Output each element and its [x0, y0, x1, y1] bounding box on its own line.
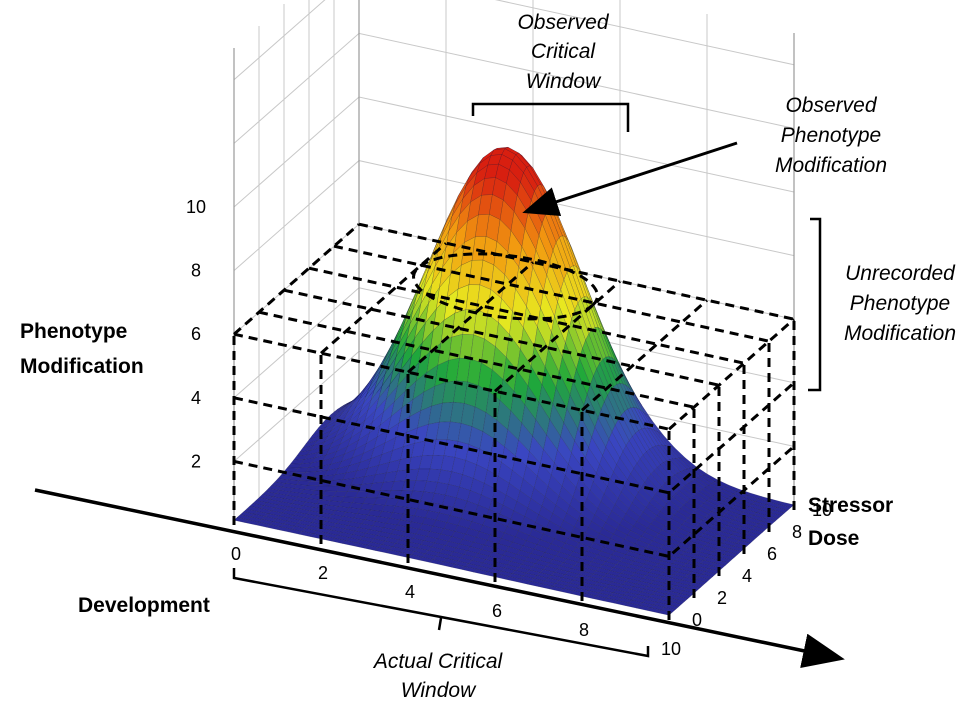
box-top-line-x	[581, 299, 708, 412]
surface-cell	[723, 551, 739, 558]
y-axis-title: Stressor	[808, 494, 893, 517]
observed-window-label: Observed	[517, 11, 609, 34]
surface-cell	[748, 529, 764, 536]
actual-window-label-2: Window	[401, 679, 477, 702]
x-tick-label: 2	[318, 563, 328, 583]
surface-cell	[773, 507, 789, 514]
z-tick-label: 10	[186, 197, 206, 217]
surface-cell	[776, 504, 792, 511]
observed-modification-arrow	[522, 141, 738, 216]
box-level-line	[233, 445, 795, 559]
y-tick-label: 6	[767, 544, 777, 564]
z-tick-label: 6	[191, 324, 201, 344]
observed-window-bracket	[471, 102, 630, 132]
surface-cell	[751, 526, 767, 533]
z-tick-label: 2	[191, 451, 201, 471]
observed-modification-label-3: Modification	[775, 154, 887, 177]
y-tick-label: 8	[792, 522, 802, 542]
phenotype-surface	[233, 146, 795, 616]
unrecorded-modification-label-2: Phenotype	[850, 292, 950, 315]
surface-cell	[663, 604, 679, 610]
z-axis-title: Phenotype	[20, 320, 127, 343]
actual-window-bracket	[232, 568, 650, 658]
box-top-line-x	[494, 280, 621, 393]
wall-horizontal-gridline	[233, 0, 795, 81]
observed-modification-label-2: Phenotype	[781, 124, 881, 147]
z-tick-label: 8	[191, 261, 201, 281]
x-axis-title: Development	[78, 594, 210, 617]
z-tick-label: 4	[191, 388, 201, 408]
x-tick-label: 0	[231, 544, 241, 564]
observed-window-label-3: Window	[526, 70, 602, 93]
y-tick-label: 10	[812, 500, 832, 520]
y-tick-label: 0	[692, 610, 702, 630]
unrecorded-modification-label-3: Modification	[844, 322, 956, 345]
unrecorded-modification-bracket	[808, 217, 822, 392]
box-top-line-x	[668, 318, 795, 431]
y-tick-label: 2	[717, 588, 727, 608]
box-level-line	[233, 381, 795, 495]
observed-window-label-2: Critical	[531, 40, 597, 63]
surface-cell	[738, 537, 754, 544]
y-tick-label: 4	[742, 566, 752, 586]
box-top-line-x	[233, 223, 360, 336]
x-tick-label: 4	[405, 582, 415, 602]
surface-cell	[760, 518, 776, 525]
x-tick-label: 8	[579, 620, 589, 640]
actual-window-bracket-tick	[437, 617, 443, 631]
unrecorded-modification-label: Unrecorded	[845, 262, 956, 285]
surface-cell	[726, 548, 742, 555]
box-top-line-x	[407, 261, 534, 374]
x-tick-label: 10	[661, 639, 681, 659]
y-axis-title-line2: Dose	[808, 527, 859, 550]
surface-cell	[701, 571, 717, 577]
observed-modification-label: Observed	[785, 94, 877, 117]
annotation-layer	[232, 102, 822, 658]
actual-window-label: Actual Critical	[372, 650, 504, 673]
wall-horizontal-gridline	[233, 32, 795, 144]
z-axis-title-line2: Modification	[20, 355, 144, 378]
observation-box	[232, 222, 796, 620]
surface-cell	[770, 509, 786, 516]
x-tick-label: 6	[492, 601, 502, 621]
development-axis-line	[34, 488, 845, 668]
